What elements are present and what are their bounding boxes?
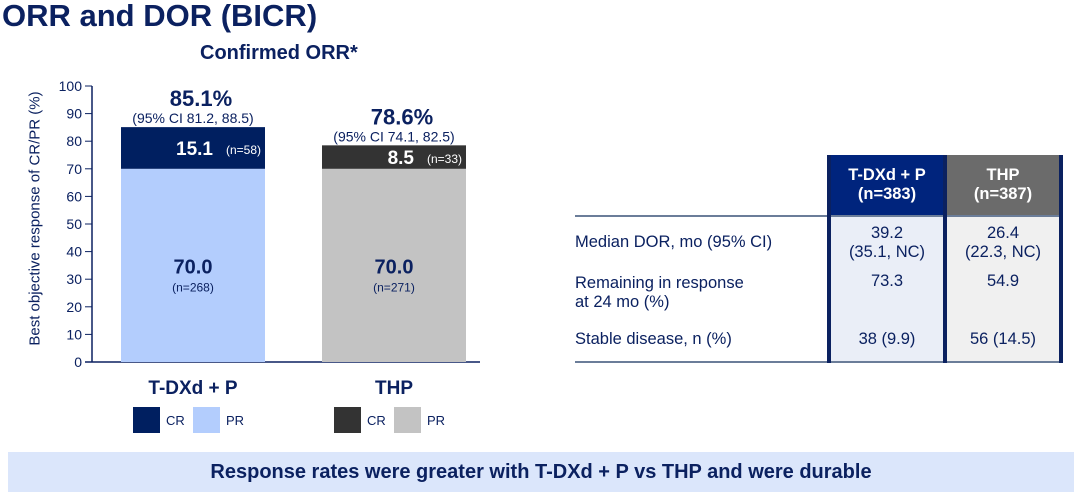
data-label-n: (n=58) [226,143,261,157]
data-label: 70.0 [174,256,213,278]
table-row: Stable disease, n (%) 38 (9.9) 56 (14.5) [575,318,1063,363]
bar-pr [121,168,265,362]
y-tick-label: 80 [66,133,82,149]
legend-swatch-pr [193,407,220,433]
table-row: Remaining in response at 24 mo (%) 73.3 5… [575,268,1063,318]
data-label: 70.0 [375,256,414,278]
data-label: 15.1 [176,139,213,160]
bar-cr [322,145,466,169]
header-tdxd: T-DXd + P (n=383) [827,155,947,217]
legend-swatch-cr [334,407,361,433]
legend-swatch-cr [133,407,160,433]
category-label: T-DXd + P [148,378,238,399]
chart-title: Confirmed ORR* [200,42,358,64]
data-label-n: (n=271) [373,280,415,294]
y-tick-label: 60 [66,188,82,204]
y-tick-label: 30 [66,271,82,287]
legend-label-cr: CR [166,413,185,428]
y-tick-label: 90 [66,106,82,122]
legend-label-cr: CR [367,413,386,428]
legend-label-pr: PR [427,413,446,428]
y-tick-label: 70 [66,161,82,177]
y-tick-label: 0 [74,354,82,370]
ci-label: (95% CI 81.2, 88.5) [132,110,253,126]
y-tick-label: 100 [59,78,83,94]
summary-banner: Response rates were greater with T-DXd +… [8,452,1074,492]
y-tick-label: 10 [66,326,82,342]
legend-label-pr: PR [226,413,245,428]
table-row: Median DOR, mo (95% CI) 39.2 (35.1, NC) 2… [575,216,1063,268]
legend-swatch-pr [394,407,421,433]
bar-pr [322,168,466,362]
data-label-n: (n=33) [427,152,462,166]
dor-table: T-DXd + P (n=383) THP (n=387) Median DOR, … [575,155,1063,363]
data-label-n: (n=268) [172,280,214,294]
total-label: 78.6% [371,104,433,129]
y-tick-label: 20 [66,299,82,315]
y-tick-label: 50 [66,216,82,232]
total-label: 85.1% [170,86,232,111]
ci-label: (95% CI 74.1, 82.5) [333,128,454,144]
header-thp: THP (n=387) [945,155,1063,217]
bar-chart: 0 10 20 30 40 50 60 70 80 90 100 70.0 (n=268) 15.1 (n=… [59,78,480,370]
bar-cr [121,127,265,169]
data-label: 8.5 [388,148,415,169]
row-label: Stable disease, n (%) [575,318,829,363]
y-tick-label: 40 [66,244,82,260]
row-label: Median DOR, mo (95% CI) [575,233,773,251]
page-title: ORR and DOR (BICR) [2,0,318,33]
category-label: THP [375,378,413,399]
row-label: Remaining in response at 24 mo (%) [575,274,744,311]
